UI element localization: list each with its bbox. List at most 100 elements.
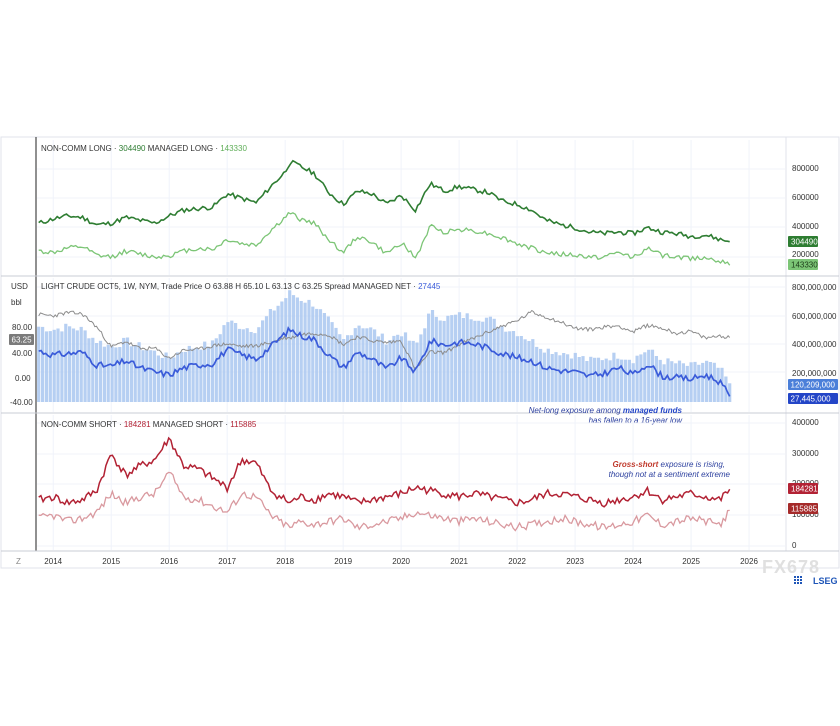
spread-bar <box>176 352 180 402</box>
spread-bar <box>728 383 732 402</box>
spread-bar <box>604 358 608 402</box>
spread-bar <box>685 365 689 402</box>
zoom-reset-button[interactable]: Z <box>16 557 21 566</box>
spread-bar <box>457 312 462 402</box>
spread-bar <box>600 360 604 402</box>
spread-bar <box>554 352 558 402</box>
spread-bar <box>454 314 458 402</box>
spread-bar <box>585 361 589 402</box>
spread-bar <box>442 320 446 402</box>
spread-bar <box>658 359 662 402</box>
noncomm-long-line <box>38 159 730 243</box>
spread-bar <box>342 339 346 402</box>
spread-bar <box>701 362 705 402</box>
spread-bar <box>407 340 411 402</box>
spread-bar <box>573 352 577 402</box>
badge-managed-net-text: 27,445,000 <box>791 395 832 404</box>
noncomm-short-line <box>38 436 731 508</box>
net-panel: USD bbl LIGHT CRUDE OCT5, 1W, NYM, Trade… <box>9 278 838 425</box>
year-tick-label: 2025 <box>682 557 700 566</box>
spread-bar <box>41 326 45 402</box>
spread-bar <box>110 346 114 402</box>
legend-managed-net-value: 27445 <box>418 282 441 291</box>
spread-bar <box>662 364 666 402</box>
time-axis[interactable]: 2014 2015 2016 2017 2018 2019 2020 2021 2022 2023… <box>16 557 758 566</box>
spread-bar <box>542 352 546 402</box>
spread-bar <box>207 346 211 402</box>
spread-bar <box>315 308 319 402</box>
spread-bar <box>60 331 64 402</box>
spread-bar <box>288 290 292 402</box>
spread-bar <box>64 323 68 402</box>
short-tick-label: 300000 <box>792 449 819 458</box>
spread-bar <box>427 313 431 402</box>
spread-bar <box>48 331 52 402</box>
spread-bar <box>349 335 353 402</box>
spread-bar <box>647 349 651 402</box>
legend-o-label: O <box>204 282 210 291</box>
legend-noncomm-long-value: 304490 <box>119 144 146 153</box>
spread-bar <box>461 318 465 402</box>
spread-bar <box>419 334 423 402</box>
spread-bar <box>365 328 369 402</box>
legend-managed-short-label: MANAGED SHORT <box>153 420 224 429</box>
spread-bar <box>681 363 685 402</box>
spread-bar <box>56 328 60 402</box>
spread-bar <box>245 328 249 402</box>
legend-symbol-title: LIGHT CRUDE OCT5, 1W, NYM, Trade Price <box>41 282 203 291</box>
legend-spread-label: Spread <box>324 282 350 291</box>
badge-spread-text: 120,209,000 <box>791 381 836 390</box>
long-tick-label: 200000 <box>792 250 819 259</box>
spread-bar <box>156 355 160 402</box>
long-legend: NON-COMM LONG · 304490 MANAGED LONG · 14… <box>41 144 247 153</box>
year-tick-label: 2014 <box>44 557 62 566</box>
svg-text:NON-COMM SHORT ·: NON-COMM SHORT · 184281 MANAGED SHORT · … <box>41 420 257 429</box>
spread-bar <box>400 336 404 402</box>
spread-bar <box>488 316 492 402</box>
spread-bar <box>639 354 643 402</box>
spread-bar <box>284 298 288 402</box>
spread-bar <box>674 363 678 402</box>
spread-bar <box>71 328 76 402</box>
spread-bar <box>44 331 49 402</box>
spread-bar <box>87 338 91 402</box>
year-tick-label: 2019 <box>334 557 352 566</box>
spread-bar <box>241 329 245 402</box>
badge-noncomm-long <box>788 236 818 247</box>
spread-bar <box>330 322 334 402</box>
spread-bar <box>380 333 384 402</box>
spread-bar <box>326 316 330 402</box>
spread-bar <box>141 350 145 402</box>
legend-noncomm-long-label: NON-COMM LONG <box>41 144 112 153</box>
spread-bar <box>484 317 489 402</box>
spread-bar <box>75 330 79 402</box>
spread-bar <box>83 330 87 402</box>
spread-bar <box>403 332 408 402</box>
spread-bar <box>361 328 365 402</box>
legend-l-label: L <box>265 282 270 291</box>
spread-bar <box>423 328 427 402</box>
spread-bar <box>388 340 392 402</box>
spread-bar <box>546 348 550 402</box>
spread-bar <box>473 320 477 402</box>
spread-bar <box>612 352 616 402</box>
spread-bar <box>318 309 323 402</box>
spread-bar <box>627 359 631 402</box>
spread-bar <box>214 338 218 402</box>
net-annotation-line2: has fallen to a 16-year low <box>589 416 684 425</box>
spread-bar <box>689 362 693 402</box>
net-tick-label: 200,000,000 <box>792 369 837 378</box>
spread-bar <box>620 359 624 402</box>
spread-bar <box>450 315 454 402</box>
bbl-label: bbl <box>11 298 22 307</box>
spread-bar <box>322 313 326 402</box>
short-panel: NON-COMM SHORT · 184281 MANAGED SHORT · … <box>37 415 819 550</box>
usd-label: USD <box>11 282 28 291</box>
long-tick-label: 800000 <box>792 164 819 173</box>
managed-net-line <box>38 326 731 397</box>
spread-bar <box>666 358 670 402</box>
spread-bar <box>519 336 523 402</box>
spread-bar <box>415 342 419 402</box>
spread-bar <box>145 349 149 402</box>
